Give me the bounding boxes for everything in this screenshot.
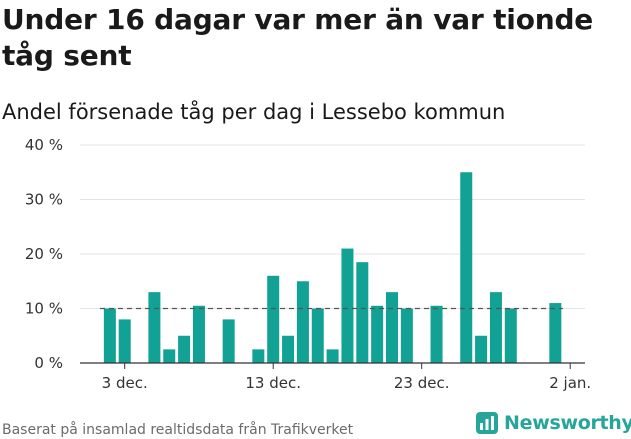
bar (326, 349, 339, 363)
bar (341, 248, 354, 363)
bar (504, 308, 517, 363)
bar (282, 335, 295, 363)
bar (163, 349, 176, 363)
source-note: Baserat på insamlad realtidsdata från Tr… (2, 422, 354, 438)
x-axis: 3 dec. 13 dec. 23 dec. 2 jan. (80, 362, 591, 392)
x-tick-label: 13 dec. (245, 374, 301, 392)
y-tick-label: 30 % (25, 191, 63, 209)
y-tick-label: 0 % (34, 354, 63, 372)
y-axis-labels: 0 % 10 % 20 % 30 % 40 % (25, 136, 63, 372)
bars (103, 172, 562, 363)
bar (460, 172, 473, 363)
brand-logo: Newsworthy (476, 410, 631, 436)
bar (311, 308, 324, 363)
bar (178, 335, 191, 363)
bar (489, 292, 502, 363)
chart-subtitle: Andel försenade tåg per dag i Lessebo ko… (2, 100, 506, 124)
bar (371, 305, 384, 363)
bar (118, 319, 131, 363)
bar (252, 349, 265, 363)
bar (192, 305, 205, 363)
bar (148, 292, 161, 363)
y-tick-label: 10 % (25, 300, 63, 318)
grid-lines (80, 144, 585, 309)
bar (222, 319, 235, 363)
y-tick-label: 40 % (25, 136, 63, 154)
bar (400, 308, 413, 363)
x-tick-label: 2 jan. (549, 374, 591, 392)
bar (356, 262, 369, 363)
y-tick-label: 20 % (25, 245, 63, 263)
bar (296, 281, 309, 363)
bar (386, 292, 398, 363)
chart-title: Under 16 dagar var mer än var tionde tåg… (2, 3, 594, 72)
brand-name: Newsworthy (504, 412, 631, 434)
bar (103, 308, 116, 363)
bar (475, 335, 488, 363)
x-tick-label: 3 dec. (102, 374, 148, 392)
x-tick-label: 23 dec. (394, 374, 450, 392)
newsworthy-logo-icon (476, 412, 498, 434)
bar (267, 275, 280, 363)
bar (430, 305, 443, 363)
bar-chart: 0 % 10 % 20 % 30 % 40 % 3 dec. 13 dec. 23 dec.… (25, 136, 591, 392)
bar (549, 303, 562, 363)
